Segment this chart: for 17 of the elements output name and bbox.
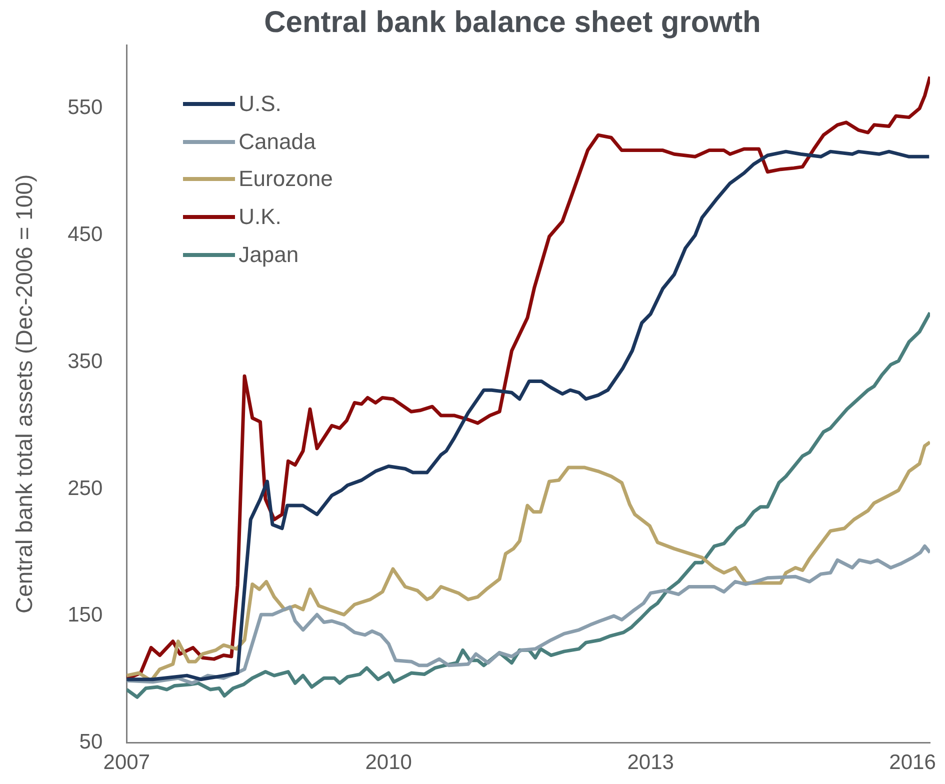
chart-title: Central bank balance sheet growth [263, 6, 762, 40]
legend-label: U.S. [238, 90, 282, 117]
legend-label: Canada [238, 128, 316, 155]
x-tick-label: 2007 [103, 751, 150, 774]
y-tick-label: 50 [79, 730, 103, 754]
x-tick-label: 2010 [365, 751, 412, 774]
y-tick-label: 350 [68, 350, 103, 373]
legend-label: Japan [238, 242, 299, 268]
x-tick-label: 2016 [889, 751, 936, 774]
legend-label: U.K. [238, 204, 282, 230]
x-tick-label: 2013 [627, 751, 674, 774]
y-axis-title: Central bank total assets (Dec-2006 = 100) [11, 174, 38, 614]
y-tick-label: 250 [68, 476, 103, 500]
y-tick-label: 550 [68, 96, 103, 120]
legend-label: Eurozone [238, 166, 333, 192]
y-tick-label: 150 [68, 604, 103, 627]
y-tick-label: 450 [68, 223, 103, 246]
